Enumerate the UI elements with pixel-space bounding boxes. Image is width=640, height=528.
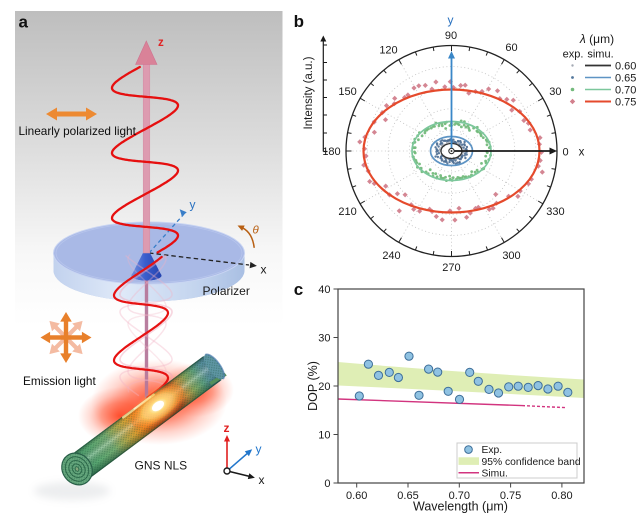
svg-text:180: 180 <box>322 146 340 158</box>
svg-text:GNS NLS: GNS NLS <box>135 459 188 473</box>
svg-text:300: 300 <box>502 250 520 262</box>
svg-text:Simu.: Simu. <box>482 468 508 479</box>
svg-text:Wavelength (μm): Wavelength (μm) <box>413 500 508 514</box>
svg-text:90: 90 <box>445 30 457 42</box>
svg-text:y: y <box>448 13 454 27</box>
svg-text:330: 330 <box>546 206 564 218</box>
svg-text:60: 60 <box>505 42 517 54</box>
svg-text:40: 40 <box>318 284 330 296</box>
svg-text:120: 120 <box>379 45 397 57</box>
svg-text:20: 20 <box>318 381 330 393</box>
svg-text:0.75: 0.75 <box>500 490 521 502</box>
svg-text:0.65: 0.65 <box>615 73 636 85</box>
svg-text:270: 270 <box>442 262 460 274</box>
svg-text:Intensity (a.u.): Intensity (a.u.) <box>303 56 315 129</box>
svg-text:Emission light: Emission light <box>23 374 96 388</box>
svg-text:0: 0 <box>562 147 568 159</box>
svg-text:z: z <box>224 421 230 435</box>
svg-text:0.75: 0.75 <box>615 97 636 109</box>
svg-text:0.60: 0.60 <box>346 490 367 502</box>
svg-text:30: 30 <box>318 333 330 345</box>
svg-text:Linearly polarized light: Linearly polarized light <box>19 124 137 138</box>
svg-text:x: x <box>261 263 267 277</box>
svg-text:30: 30 <box>549 86 561 98</box>
svg-text:simu.: simu. <box>587 49 613 61</box>
svg-text:Exp.: Exp. <box>482 445 503 456</box>
svg-text:DOP (%): DOP (%) <box>306 361 320 411</box>
svg-text:0.60: 0.60 <box>615 61 636 73</box>
svg-text:x: x <box>259 473 265 487</box>
svg-text:0.65: 0.65 <box>397 490 418 502</box>
svg-text:0.80: 0.80 <box>551 490 572 502</box>
svg-text:240: 240 <box>382 250 400 262</box>
svg-text:150: 150 <box>338 86 356 98</box>
svg-text:x: x <box>579 147 585 159</box>
svg-text:10: 10 <box>318 430 330 442</box>
svg-text:c: c <box>294 280 303 299</box>
svg-text:210: 210 <box>338 206 356 218</box>
svg-text:λ (μm): λ (μm) <box>579 32 614 46</box>
svg-text:y: y <box>256 442 262 456</box>
svg-text:y: y <box>190 198 196 212</box>
svg-text:0.70: 0.70 <box>449 490 470 502</box>
svg-text:0.70: 0.70 <box>615 85 636 97</box>
svg-text:b: b <box>294 12 304 31</box>
svg-text:θ: θ <box>253 225 260 237</box>
svg-text:z: z <box>158 37 164 49</box>
svg-text:0: 0 <box>324 478 330 490</box>
svg-text:exp.: exp. <box>563 49 584 61</box>
svg-text:95% confidence band: 95% confidence band <box>482 457 581 468</box>
svg-text:Polarizer: Polarizer <box>203 284 250 298</box>
svg-text:a: a <box>19 12 29 31</box>
